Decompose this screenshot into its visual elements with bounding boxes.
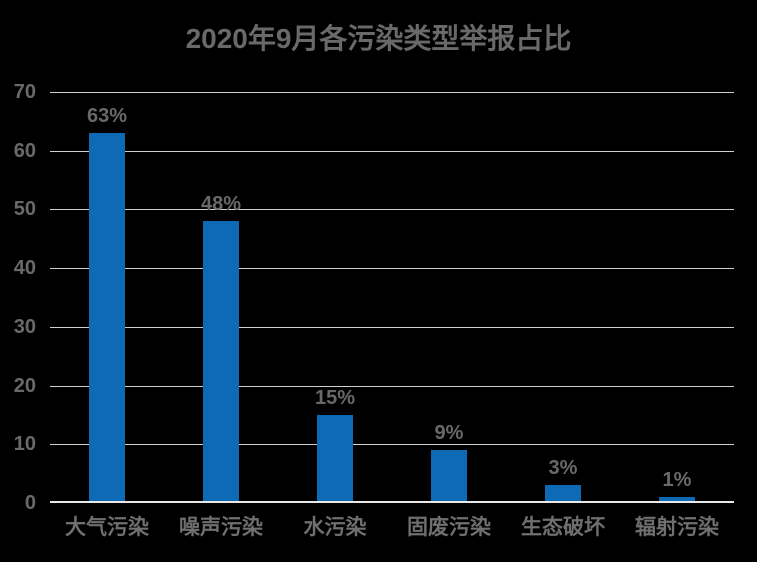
gridline [50, 268, 734, 270]
y-tick-label: 70 [13, 81, 36, 103]
bar [545, 485, 581, 503]
bar [203, 221, 239, 503]
bar [317, 414, 353, 503]
bar [659, 497, 695, 503]
chart-title: 2020年9月各污染类型举报占比 [185, 23, 572, 54]
bar-value-label: 1% [662, 469, 692, 492]
bar-value-label: 48% [200, 193, 242, 216]
y-tick-label: 10 [13, 433, 36, 456]
x-category-label: 辐射污染 [635, 516, 719, 539]
gridline [50, 444, 734, 446]
x-category-label: 水污染 [303, 516, 367, 539]
plot-area: 63% 48% 15% 9% 3% 1% [50, 92, 734, 503]
bar-value-label: 3% [548, 457, 578, 480]
x-axis-baseline [50, 501, 734, 503]
x-axis: 大气污染 噪声污染 水污染 固废污染 生态破坏 辐射污染 [50, 516, 734, 542]
y-tick-label: 0 [24, 492, 36, 514]
y-axis: 0 10 20 30 40 50 60 70 [0, 81, 36, 514]
y-tick-label: 60 [13, 139, 36, 162]
x-category-label: 噪声污染 [179, 516, 263, 539]
bar [89, 133, 125, 503]
y-tick-label: 40 [13, 257, 36, 280]
y-tick-label: 50 [13, 198, 36, 221]
gridline [50, 385, 734, 387]
x-category-label: 大气污染 [65, 516, 149, 539]
bar [431, 450, 467, 503]
gridline [50, 150, 734, 152]
y-tick-label: 30 [13, 315, 36, 338]
gridline [50, 92, 734, 93]
bar-value-label: 9% [434, 422, 464, 445]
bar-value-label: 15% [314, 386, 356, 409]
gridline [50, 326, 734, 328]
bar-value-label: 63% [86, 105, 128, 128]
gridline [50, 209, 734, 211]
x-category-label: 固废污染 [407, 516, 491, 539]
x-category-label: 生态破坏 [521, 516, 605, 539]
y-tick-label: 20 [13, 374, 36, 397]
